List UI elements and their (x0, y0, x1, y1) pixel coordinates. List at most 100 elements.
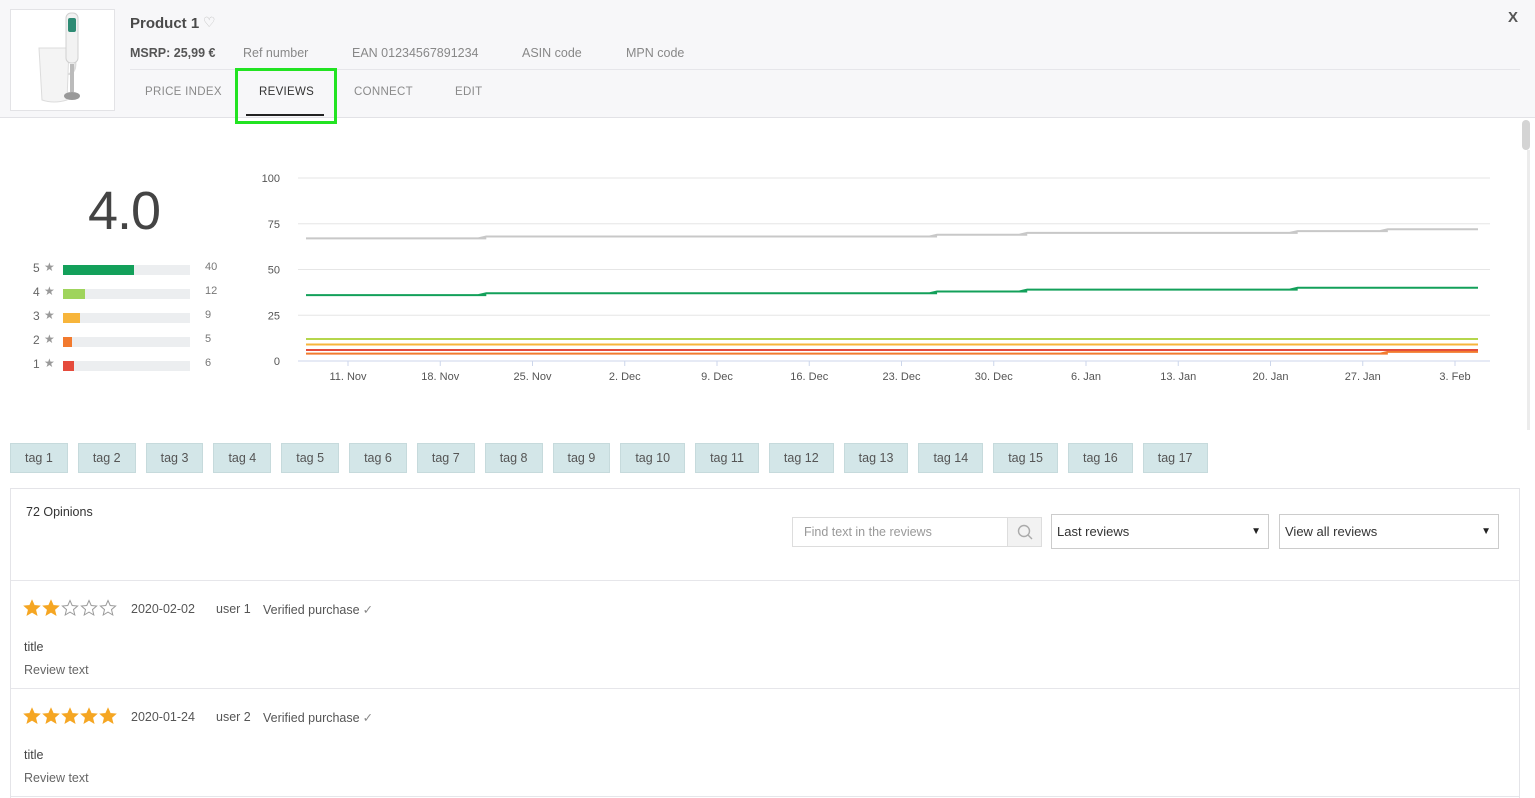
search-button[interactable] (1007, 518, 1041, 546)
tag-chip[interactable]: tag 2 (77, 443, 136, 473)
series-line (306, 286, 1478, 297)
star-icon: ★ (44, 308, 55, 322)
product-header: Product 1 ♡ MSRP: 25,99 € Ref number EAN… (0, 0, 1535, 124)
review-item: 2020-02-02 user 1 Verified purchase ✓ tit… (23, 599, 1503, 699)
favorite-heart-icon[interactable]: ♡ (203, 14, 216, 30)
tag-chip[interactable]: tag 1 (10, 443, 68, 473)
caret-down-icon: ▼ (1251, 526, 1261, 537)
tag-list: tag 1 tag 2 tag 3 tag 4 tag 5 tag 6 tag 7 tag 8… (10, 443, 1208, 473)
tab-edit[interactable]: EDIT (455, 86, 483, 98)
rating-row-label: 5 (33, 261, 40, 275)
x-tick-label: 13. Jan (1160, 371, 1196, 383)
x-tick-label: 6. Jan (1071, 371, 1101, 383)
star-icon: ★ (44, 332, 55, 346)
reviews-panel: 72 Opinions Last reviews ▼ View all revi… (10, 488, 1520, 798)
rating-bar-track (63, 313, 190, 323)
series-line (306, 228, 1478, 240)
tag-chip[interactable]: tag 16 (1067, 443, 1133, 473)
sort-select-value: Last reviews (1057, 524, 1130, 539)
verified-purchase: Verified purchase ✓ (263, 602, 373, 617)
review-search (792, 517, 1042, 547)
tag-chip[interactable]: tag 14 (918, 443, 984, 473)
tag-chip[interactable]: tag 6 (349, 443, 407, 473)
rating-row-5[interactable]: 5 ★ 40 (33, 260, 223, 277)
review-date: 2020-01-24 (131, 710, 195, 724)
verified-label: Verified purchase (263, 711, 360, 725)
x-tick-label: 30. Dec (975, 371, 1013, 383)
sort-select[interactable]: Last reviews ▼ (1051, 514, 1269, 549)
tag-chip[interactable]: tag 12 (768, 443, 834, 473)
tag-chip[interactable]: tag 3 (145, 443, 204, 473)
review-title: title (24, 748, 44, 762)
y-tick-label: 50 (268, 265, 280, 277)
x-tick-label: 3. Feb (1439, 371, 1470, 383)
rating-row-label: 1 (33, 357, 40, 371)
reviews-line-chart: 0 25 50 75 100 11. Nov 18. Nov 25. Nov 2. Dec 9. … (262, 173, 1490, 383)
close-button[interactable]: X (1508, 9, 1519, 26)
review-divider (11, 688, 1519, 689)
rating-bar-track (63, 337, 190, 347)
tab-connect[interactable]: CONNECT (354, 86, 413, 98)
review-title: title (24, 640, 44, 654)
x-tick-label: 16. Dec (790, 371, 828, 383)
y-tick-label: 75 (268, 219, 280, 231)
check-icon: ✓ (362, 603, 374, 617)
scrollbar-track[interactable] (1527, 150, 1530, 430)
rating-bar-fill (63, 337, 72, 347)
tag-chip[interactable]: tag 7 (416, 443, 475, 473)
rating-row-1[interactable]: 1 ★ 6 (33, 356, 223, 373)
x-tick-label: 20. Jan (1252, 371, 1288, 383)
tab-price-index[interactable]: PRICE INDEX (145, 86, 222, 98)
review-stars (23, 707, 117, 725)
series-line (306, 350, 1478, 355)
y-tick-label: 25 (268, 310, 280, 322)
rating-row-3[interactable]: 3 ★ 9 (33, 308, 223, 325)
y-tick-label: 0 (274, 356, 280, 368)
header-divider (130, 69, 1520, 70)
tag-chip[interactable]: tag 15 (993, 443, 1058, 473)
star-filled-icon (99, 707, 117, 725)
tag-chip[interactable]: tag 9 (552, 443, 611, 473)
search-icon (1017, 524, 1033, 540)
review-user: user 1 (216, 602, 251, 616)
y-tick-label: 100 (262, 173, 280, 185)
star-empty-icon (99, 599, 117, 617)
star-filled-icon (23, 599, 41, 617)
rating-bar-fill (63, 313, 80, 323)
tag-chip[interactable]: tag 5 (281, 443, 340, 473)
average-rating: 4.0 (88, 181, 161, 241)
rating-bar-track (63, 361, 190, 371)
filter-select[interactable]: View all reviews ▼ (1279, 514, 1499, 549)
x-tick-label: 23. Dec (883, 371, 921, 383)
product-title: Product 1 (130, 15, 200, 32)
rating-bar-track (63, 265, 190, 275)
tag-chip[interactable]: tag 8 (484, 443, 543, 473)
mpn-code: MPN code (626, 46, 685, 60)
review-search-input[interactable] (793, 518, 1007, 546)
tag-chip[interactable]: tag 13 (843, 443, 909, 473)
rating-bar-fill (63, 265, 135, 275)
rating-row-count: 12 (205, 285, 218, 297)
rating-bar-fill (63, 289, 85, 299)
x-tick-label: 9. Dec (701, 371, 733, 383)
star-filled-icon (80, 707, 98, 725)
product-thumbnail (10, 9, 115, 111)
tag-chip[interactable]: tag 17 (1142, 443, 1208, 473)
x-tick-label: 27. Jan (1345, 371, 1381, 383)
rating-row-count: 6 (205, 357, 212, 369)
tag-chip[interactable]: tag 10 (620, 443, 686, 473)
tag-chip[interactable]: tag 4 (213, 443, 272, 473)
rating-bar-track (63, 289, 190, 299)
rating-row-4[interactable]: 4 ★ 12 (33, 284, 223, 301)
rating-row-count: 5 (205, 333, 212, 345)
star-empty-icon (61, 599, 79, 617)
scrollbar-thumb[interactable] (1522, 120, 1530, 150)
tab-highlight-box (235, 68, 337, 124)
tag-chip[interactable]: tag 11 (695, 443, 759, 473)
rating-row-2[interactable]: 2 ★ 5 (33, 332, 223, 349)
asin-code: ASIN code (522, 46, 582, 60)
rating-row-count: 9 (205, 309, 212, 321)
x-tick-label: 2. Dec (609, 371, 641, 383)
tab-reviews[interactable]: REVIEWS (259, 86, 315, 98)
verified-label: Verified purchase (263, 603, 360, 617)
